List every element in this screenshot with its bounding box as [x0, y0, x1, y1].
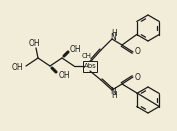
FancyBboxPatch shape: [83, 61, 97, 72]
Text: OH: OH: [58, 70, 70, 80]
Text: CH: CH: [82, 53, 92, 59]
Text: OH: OH: [69, 45, 81, 53]
Text: OH: OH: [11, 64, 23, 72]
Text: N: N: [110, 33, 116, 42]
Text: Abs: Abs: [84, 63, 96, 69]
Text: OH: OH: [28, 40, 40, 48]
Text: H: H: [111, 91, 117, 100]
Text: H: H: [111, 29, 117, 39]
Text: O: O: [135, 48, 141, 56]
Text: O: O: [135, 72, 141, 81]
Text: N: N: [110, 87, 116, 96]
